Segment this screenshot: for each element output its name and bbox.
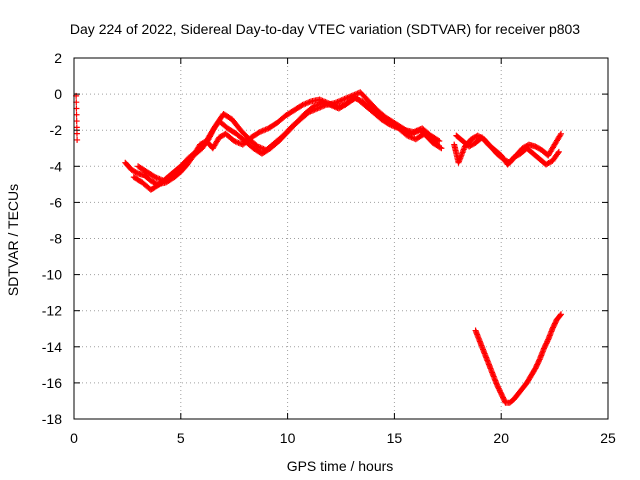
data-point <box>555 148 562 155</box>
series-3 <box>135 94 445 184</box>
data-point <box>558 130 565 137</box>
data-point <box>557 312 564 319</box>
data-marks <box>73 89 565 406</box>
series-7 <box>73 92 81 143</box>
y-axis-title: SDTVAR / TECUs <box>5 184 21 296</box>
y-tick-label: 0 <box>54 86 62 102</box>
x-tick-label: 20 <box>493 430 509 446</box>
data-point <box>558 311 565 318</box>
y-tick-label: -12 <box>42 303 62 319</box>
data-point <box>73 130 80 137</box>
data-point <box>150 173 157 180</box>
data-point <box>438 145 445 152</box>
chart-title: Day 224 of 2022, Sidereal Day-to-day VTE… <box>70 21 580 37</box>
x-tick-label: 15 <box>387 430 403 446</box>
data-point <box>544 337 551 344</box>
data-point <box>437 144 444 151</box>
y-tick-label: -2 <box>50 122 63 138</box>
data-point <box>74 136 81 143</box>
x-tick-label: 25 <box>600 430 616 446</box>
y-tick-label: -16 <box>42 375 62 391</box>
x-tick-label: 0 <box>70 430 78 446</box>
data-point <box>557 132 564 139</box>
y-tick-label: -14 <box>42 339 62 355</box>
y-tick-label: -10 <box>42 267 62 283</box>
y-tick-label: -18 <box>42 411 62 427</box>
data-point <box>554 150 561 157</box>
data-point <box>73 124 80 131</box>
data-point <box>298 102 305 109</box>
grid <box>74 58 608 419</box>
series-6 <box>472 311 565 406</box>
data-point <box>73 111 80 118</box>
data-point <box>73 118 80 125</box>
y-tick-label: -8 <box>50 231 63 247</box>
series-5 <box>453 132 562 168</box>
data-point <box>436 138 443 145</box>
data-point <box>536 357 543 364</box>
y-tick-label: -6 <box>50 194 63 210</box>
data-point <box>255 129 262 136</box>
data-point <box>385 121 392 128</box>
x-tick-label: 5 <box>177 430 185 446</box>
y-tick-label: 2 <box>54 50 62 66</box>
x-axis-title: GPS time / hours <box>287 458 394 474</box>
y-tick-label: -4 <box>50 158 63 174</box>
x-tick-label: 10 <box>280 430 296 446</box>
data-point <box>435 137 442 144</box>
